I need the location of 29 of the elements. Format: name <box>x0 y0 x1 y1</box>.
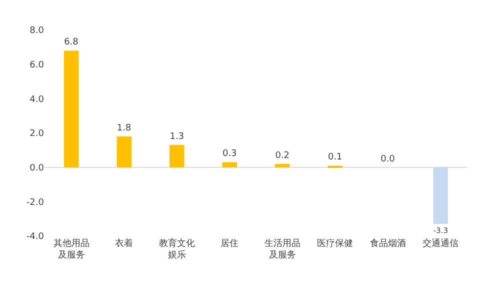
data-label: 1.3 <box>170 132 184 142</box>
bar <box>222 162 238 168</box>
bar <box>116 136 132 168</box>
data-label: 6.8 <box>64 38 79 48</box>
y-tick-label: -2.0 <box>26 198 44 208</box>
data-label: 0.2 <box>275 150 290 161</box>
y-tick-label: 0.0 <box>30 163 44 174</box>
y-tick-label: -4.0 <box>26 232 44 242</box>
y-tick-label: 4.0 <box>30 94 44 105</box>
data-label: 0.1 <box>328 152 342 163</box>
x-tick-label: 食品烟酒 <box>370 238 406 249</box>
y-tick-label: 6.0 <box>30 60 44 70</box>
x-tick-label: 衣着 <box>115 238 134 249</box>
y-tick-label: 8.0 <box>30 26 44 36</box>
data-label: 0.3 <box>222 149 237 160</box>
bar <box>433 167 448 224</box>
x-tick-label: 教育文化娱乐 <box>158 238 195 261</box>
data-label: -3.3 <box>433 226 448 235</box>
x-tick-label: 交通通信 <box>422 238 459 249</box>
x-tick-label: 居住 <box>220 238 239 249</box>
y-tick-label: 2.0 <box>30 129 44 140</box>
x-tick-label: 生活用品及服务 <box>264 238 300 261</box>
bar <box>274 164 290 168</box>
bar <box>64 50 79 168</box>
x-tick-label: 其他用品及服务 <box>53 238 90 261</box>
data-label: 0.0 <box>380 154 396 164</box>
bar <box>169 145 184 168</box>
x-tick-label: 医疗保健 <box>317 238 354 249</box>
data-label: 1.8 <box>116 123 132 134</box>
